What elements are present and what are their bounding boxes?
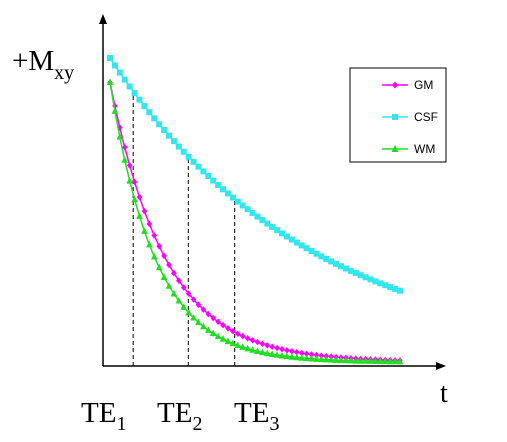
te-label-1-base: TE <box>81 397 116 429</box>
data-point-csf-12 <box>166 133 172 139</box>
data-point-csf-11 <box>161 127 167 133</box>
data-point-wm-9 <box>151 253 158 260</box>
legend-label-csf: CSF <box>414 110 438 124</box>
data-point-csf-13 <box>171 138 177 144</box>
data-point-wm-8 <box>146 241 153 248</box>
data-point-csf-59 <box>397 288 403 294</box>
te-guide-lines <box>133 91 235 366</box>
data-point-csf-1 <box>112 62 118 68</box>
y-axis-label-main: +M <box>12 45 54 77</box>
data-point-csf-4 <box>127 83 133 89</box>
data-point-gm-8 <box>147 221 153 228</box>
data-point-wm-1 <box>112 107 119 114</box>
data-point-csf-3 <box>122 77 128 83</box>
data-point-csf-14 <box>176 144 182 150</box>
data-point-csf-9 <box>151 115 157 121</box>
legend-label-wm: WM <box>414 142 435 156</box>
te-label-2-base: TE <box>157 397 192 429</box>
data-point-wm-4 <box>126 177 133 184</box>
data-point-gm-31 <box>260 340 266 347</box>
data-point-gm-27 <box>240 333 246 340</box>
y-axis-label-sub: xy <box>54 62 74 84</box>
data-point-csf-8 <box>146 109 152 115</box>
y-axis-arrow <box>99 14 107 24</box>
data-point-csf-10 <box>156 121 162 127</box>
data-point-csf-2 <box>117 70 123 76</box>
legend: GM CSF WM <box>350 68 446 162</box>
data-point-wm-7 <box>141 227 148 234</box>
data-point-csf-7 <box>141 103 147 109</box>
data-point-csf-5 <box>132 90 138 96</box>
data-point-gm-29 <box>250 337 256 344</box>
data-point-gm-30 <box>255 339 261 346</box>
legend-label-gm: GM <box>414 78 433 92</box>
data-point-gm-32 <box>264 342 270 349</box>
data-point-wm-6 <box>136 212 143 219</box>
data-point-gm-4 <box>127 162 133 169</box>
data-point-gm-34 <box>274 345 280 352</box>
te-label-3-sub: 3 <box>269 413 279 435</box>
te-label-1-sub: 1 <box>116 413 126 435</box>
data-point-wm-20 <box>205 326 212 333</box>
data-point-wm-10 <box>156 264 163 271</box>
data-point-gm-24 <box>225 325 231 332</box>
te-label-1: TE1 <box>81 397 126 435</box>
axes <box>99 14 446 370</box>
y-axis-label: +Mxy <box>12 45 74 84</box>
te-label-2: TE2 <box>157 397 202 435</box>
data-point-gm-28 <box>245 335 251 342</box>
x-axis-arrow <box>436 362 446 370</box>
data-point-csf-6 <box>136 97 142 103</box>
data-point-csf-0 <box>107 55 113 61</box>
te-label-2-sub: 2 <box>192 413 202 435</box>
te-label-3: TE3 <box>234 397 279 435</box>
data-point-gm-6 <box>137 194 143 201</box>
data-point-gm-33 <box>269 343 275 350</box>
data-point-gm-7 <box>142 208 148 215</box>
te-labels: TE1 TE2 TE3 <box>81 397 279 435</box>
data-point-gm-5 <box>132 179 138 186</box>
data-point-gm-23 <box>220 322 226 329</box>
data-point-gm-26 <box>235 330 241 337</box>
te-label-3-base: TE <box>234 397 269 429</box>
x-axis-label: t <box>440 378 448 409</box>
data-point-gm-9 <box>151 232 157 239</box>
data-point-csf-15 <box>181 149 187 155</box>
data-point-gm-35 <box>279 346 285 353</box>
legend-marker-csf <box>392 114 398 120</box>
data-point-wm-11 <box>161 273 168 280</box>
data-point-wm-5 <box>131 196 138 203</box>
